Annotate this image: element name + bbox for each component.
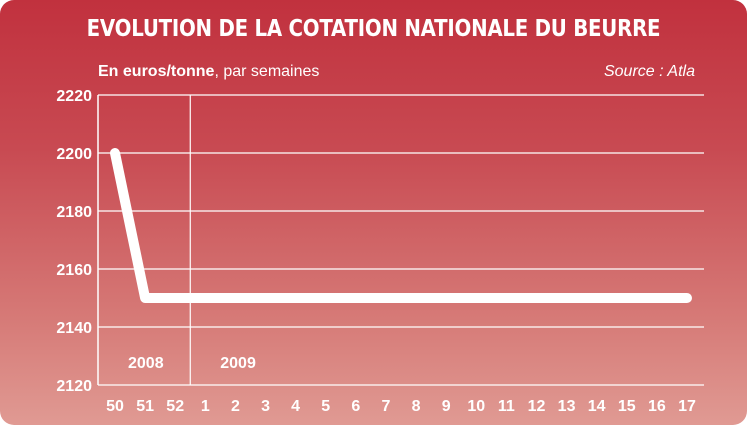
chart-source: Source : Atla [603,63,695,80]
y-tick-label: 2120 [56,378,92,395]
x-tick-label: 11 [498,398,515,415]
x-tick-label: 52 [166,398,184,415]
x-tick-label: 2 [231,398,240,415]
y-tick-label: 2160 [56,262,92,279]
y-tick-label: 2180 [56,204,92,221]
y-tick-label: 2200 [56,146,92,163]
x-tick-label: 13 [558,398,576,415]
y-tick-label: 2220 [56,88,92,105]
x-tick-label: 1 [201,398,210,415]
x-tick-label: 12 [528,398,546,415]
y-tick-label: 2140 [56,320,92,337]
x-tick-label: 9 [442,398,451,415]
year-label: 2009 [220,355,256,372]
x-tick-label: 5 [321,398,330,415]
x-tick-label: 16 [648,398,666,415]
x-tick-label: 4 [291,398,300,415]
subtitle-period: , par semaines [214,63,320,80]
x-tick-label: 51 [136,398,154,415]
chart-subtitle: En euros/tonne, par semaines [98,63,319,81]
x-tick-label: 8 [412,398,421,415]
x-tick-label: 3 [261,398,270,415]
series-line [110,148,692,303]
x-tick-label: 6 [351,398,360,415]
x-tick-label: 14 [588,398,606,415]
year-label: 2008 [128,355,164,372]
x-tick-label: 15 [618,398,636,415]
x-tick-label: 50 [106,398,124,415]
x-tick-label: 7 [381,398,390,415]
x-tick-label: 10 [467,398,485,415]
chart-title: EVOLUTION DE LA COTATION NATIONALE DU BE… [86,16,661,42]
subtitle-unit: En euros/tonne [98,63,215,80]
x-tick-label: 17 [678,398,696,415]
